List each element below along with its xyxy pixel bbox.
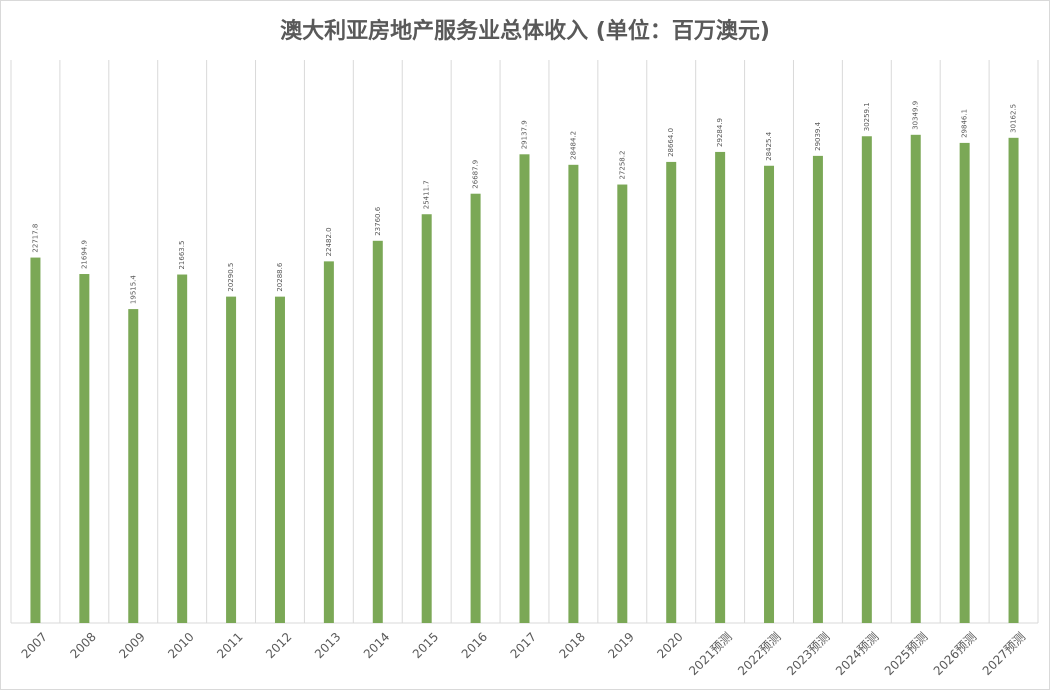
bar	[372, 240, 383, 624]
bar	[568, 164, 579, 624]
bar	[764, 165, 775, 623]
bar	[30, 257, 41, 623]
bar	[812, 155, 823, 624]
data-label: 20288.6	[276, 262, 284, 291]
data-label: 29137.9	[521, 120, 529, 149]
bar	[1008, 137, 1019, 623]
data-label: 28484.2	[569, 131, 577, 160]
bar	[421, 214, 432, 623]
bar	[910, 134, 921, 624]
bar	[274, 296, 285, 623]
data-label: 22717.8	[31, 224, 39, 253]
data-label: 28425.4	[765, 131, 773, 160]
data-label: 22482.0	[325, 227, 333, 256]
chart-title: 澳大利亚房地产服务业总体收入 (单位：百万澳元)	[280, 18, 770, 44]
data-label: 23760.6	[374, 206, 382, 235]
bar	[861, 136, 872, 624]
bar	[177, 274, 188, 623]
data-label: 30162.5	[1010, 104, 1018, 133]
bar	[79, 274, 90, 623]
data-label: 29846.1	[961, 109, 969, 138]
data-label: 26687.9	[472, 160, 480, 189]
data-label: 21694.9	[80, 240, 88, 269]
data-label: 25411.7	[423, 180, 431, 209]
data-label: 29284.9	[716, 118, 724, 147]
bar	[323, 261, 334, 623]
data-label: 30349.9	[912, 101, 920, 130]
data-label: 29039.4	[814, 121, 822, 150]
bar	[470, 193, 481, 624]
data-label: 27258.2	[618, 151, 626, 180]
data-label: 28664.0	[667, 128, 675, 157]
bar	[226, 296, 237, 623]
data-label: 21663.5	[178, 241, 186, 270]
data-label: 20290.5	[227, 263, 235, 292]
bar	[959, 142, 970, 623]
bar	[666, 161, 677, 624]
data-label: 30259.1	[863, 102, 871, 131]
data-label: 19515.4	[129, 275, 137, 304]
bar	[128, 309, 139, 623]
bar	[519, 154, 530, 623]
bar	[617, 184, 628, 623]
bar	[715, 151, 726, 624]
